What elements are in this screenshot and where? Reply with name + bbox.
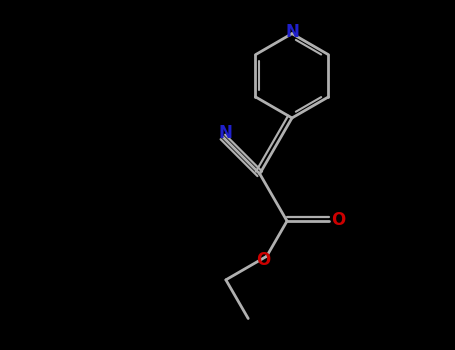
Text: N: N [218,124,233,141]
Text: N: N [285,23,299,41]
Text: O: O [331,211,345,229]
Text: O: O [256,251,270,269]
